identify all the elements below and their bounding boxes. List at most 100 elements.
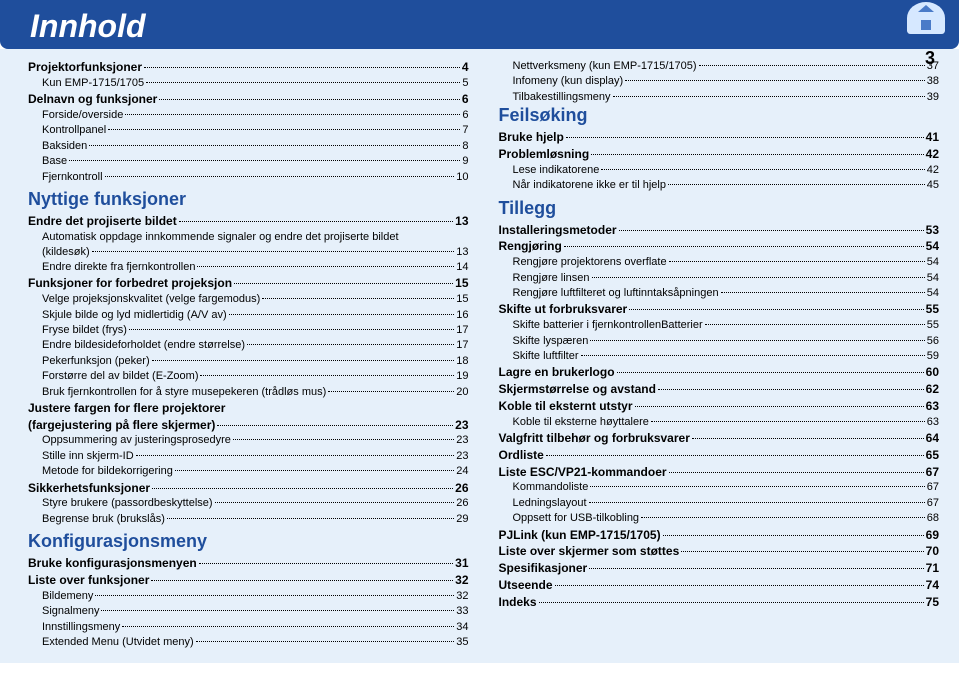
toc-dots [546,455,924,456]
toc-entry[interactable]: Ledningslayout67 [499,496,940,511]
toc-entry[interactable]: Skifte batterier i fjernkontrollenBatter… [499,318,940,333]
toc-entry[interactable]: (fargejustering på flere skjermer)23 [28,417,469,434]
toc-label: Stille inn skjerm-ID [42,449,134,464]
toc-entry[interactable]: Oppsett for USB-tilkobling68 [499,511,940,526]
toc-entry[interactable]: Tilbakestillingsmeny39 [499,90,940,105]
toc-entry[interactable]: Problemløsning42 [499,146,940,163]
toc-entry[interactable]: Bildemeny32 [28,589,469,604]
toc-entry[interactable]: Forside/overside6 [28,108,469,123]
top-button[interactable]: TOP [907,2,945,46]
toc-entry[interactable]: Endre bildesideforholdet (endre størrels… [28,338,469,353]
toc-dots [613,96,925,97]
toc-page: 64 [926,430,939,447]
toc-note: Automatisk oppdage innkommende signaler … [28,230,469,245]
toc-label: Skifte luftfilter [513,349,579,364]
toc-label: Forside/overside [42,108,123,123]
toc-entry[interactable]: Bruke hjelp41 [499,129,940,146]
toc-entry[interactable]: Endre det projiserte bildet13 [28,213,469,230]
toc-label: Velge projeksjonskvalitet (velge fargemo… [42,292,260,307]
toc-label: Lagre en brukerlogo [499,364,615,381]
toc-entry[interactable]: Baksiden8 [28,139,469,154]
toc-page: 38 [927,74,939,89]
toc-label: Ordliste [499,447,544,464]
toc-entry[interactable]: Når indikatorene ikke er til hjelp45 [499,178,940,193]
toc-entry[interactable]: Rengjøre projektorens overflate54 [499,255,940,270]
toc-content: Projektorfunksjoner4Kun EMP-1715/17055De… [0,49,959,663]
toc-entry[interactable]: Metode for bildekorrigering24 [28,464,469,479]
toc-entry[interactable]: Stille inn skjerm-ID23 [28,449,469,464]
toc-entry[interactable]: Koble til eksternt utstyr63 [499,398,940,415]
toc-entry[interactable]: Fryse bildet (frys)17 [28,323,469,338]
toc-dots [152,360,455,361]
toc-label: Oppsummering av justeringsprosedyre [42,433,231,448]
toc-entry[interactable]: Liste over funksjoner32 [28,572,469,589]
toc-label: Kontrollpanel [42,123,106,138]
toc-dots [668,184,925,185]
toc-dots [159,99,459,100]
toc-entry[interactable]: Ordliste65 [499,447,940,464]
toc-entry[interactable]: Begrense bruk (brukslås)29 [28,512,469,527]
toc-label: Fjernkontroll [42,170,103,185]
toc-entry[interactable]: Sikkerhetsfunksjoner26 [28,480,469,497]
toc-entry[interactable]: Extended Menu (Utvidet meny)35 [28,635,469,650]
toc-entry[interactable]: Lagre en brukerlogo60 [499,364,940,381]
toc-dots [69,160,460,161]
toc-entry[interactable]: Skifte luftfilter59 [499,349,940,364]
toc-entry[interactable]: Styre brukere (passordbeskyttelse)26 [28,496,469,511]
toc-page: 55 [926,301,939,318]
toc-entry[interactable]: Fjernkontroll10 [28,170,469,185]
toc-entry[interactable]: Indeks75 [499,594,940,611]
toc-entry[interactable]: PJLink (kun EMP-1715/1705)69 [499,527,940,544]
toc-page: 5 [462,76,468,91]
toc-entry[interactable]: Kun EMP-1715/17055 [28,76,469,91]
toc-page: 54 [927,271,939,286]
toc-label: Nettverksmeny (kun EMP-1715/1705) [513,59,697,74]
toc-label: (kildesøk) [42,245,90,260]
toc-label: Skifte batterier i fjernkontrollenBatter… [513,318,703,333]
toc-entry[interactable]: Lese indikatorene42 [499,163,940,178]
toc-entry[interactable]: Signalmeny33 [28,604,469,619]
toc-entry[interactable]: Innstillingsmeny34 [28,620,469,635]
toc-entry[interactable]: Delnavn og funksjoner6 [28,91,469,108]
toc-entry[interactable]: Skifte ut forbruksvarer55 [499,301,940,318]
toc-entry[interactable]: Nettverksmeny (kun EMP-1715/1705)37 [499,59,940,74]
toc-entry[interactable]: Kontrollpanel7 [28,123,469,138]
top-label: TOP [907,35,945,46]
toc-entry[interactable]: Kommandoliste67 [499,480,940,495]
toc-entry[interactable]: Rengjøre luftfilteret og luftinntaksåpni… [499,286,940,301]
toc-entry[interactable]: Skifte lyspæren56 [499,334,940,349]
toc-entry[interactable]: Rengjøre linsen54 [499,271,940,286]
toc-entry[interactable]: Installeringsmetoder53 [499,222,940,239]
toc-entry[interactable]: Oppsummering av justeringsprosedyre23 [28,433,469,448]
toc-label: Endre direkte fra fjernkontrollen [42,260,195,275]
toc-page: 39 [927,90,939,105]
toc-label: Valgfritt tilbehør og forbruksvarer [499,430,690,447]
toc-entry[interactable]: Infomeny (kun display)38 [499,74,940,89]
toc-dots [589,568,923,569]
toc-entry[interactable]: Pekerfunksjon (peker)18 [28,354,469,369]
toc-page: 4 [462,59,469,76]
toc-entry[interactable]: Base9 [28,154,469,169]
toc-entry[interactable]: Velge projeksjonskvalitet (velge fargemo… [28,292,469,307]
toc-entry[interactable]: Forstørre del av bildet (E-Zoom)19 [28,369,469,384]
toc-entry[interactable]: Koble til eksterne høyttalere63 [499,415,940,430]
toc-entry[interactable]: Endre direkte fra fjernkontrollen14 [28,260,469,275]
toc-label: Pekerfunksjon (peker) [42,354,150,369]
toc-entry[interactable]: Utseende74 [499,577,940,594]
toc-entry[interactable]: (kildesøk) 13 [28,245,469,260]
toc-entry[interactable]: Rengjøring54 [499,238,940,255]
toc-entry[interactable]: Bruk fjernkontrollen for å styre musepek… [28,385,469,400]
toc-entry[interactable]: Spesifikasjoner71 [499,560,940,577]
toc-entry[interactable]: Bruke konfigurasjonsmenyen31 [28,555,469,572]
toc-entry[interactable]: Justere fargen for flere projektorer [28,400,469,417]
toc-label: Bruk fjernkontrollen for å styre musepek… [42,385,326,400]
toc-entry[interactable]: Projektorfunksjoner4 [28,59,469,76]
toc-entry[interactable]: Valgfritt tilbehør og forbruksvarer 64 [499,430,940,447]
toc-entry[interactable]: Liste over skjermer som støttes70 [499,543,940,560]
toc-entry[interactable]: Skjule bilde og lyd midlertidig (A/V av)… [28,308,469,323]
toc-dots [151,580,453,581]
toc-entry[interactable]: Skjermstørrelse og avstand62 [499,381,940,398]
toc-page: 13 [456,245,468,260]
toc-entry[interactable]: Funksjoner for forbedret projeksjon15 [28,275,469,292]
toc-entry[interactable]: Liste ESC/VP21-kommandoer67 [499,464,940,481]
